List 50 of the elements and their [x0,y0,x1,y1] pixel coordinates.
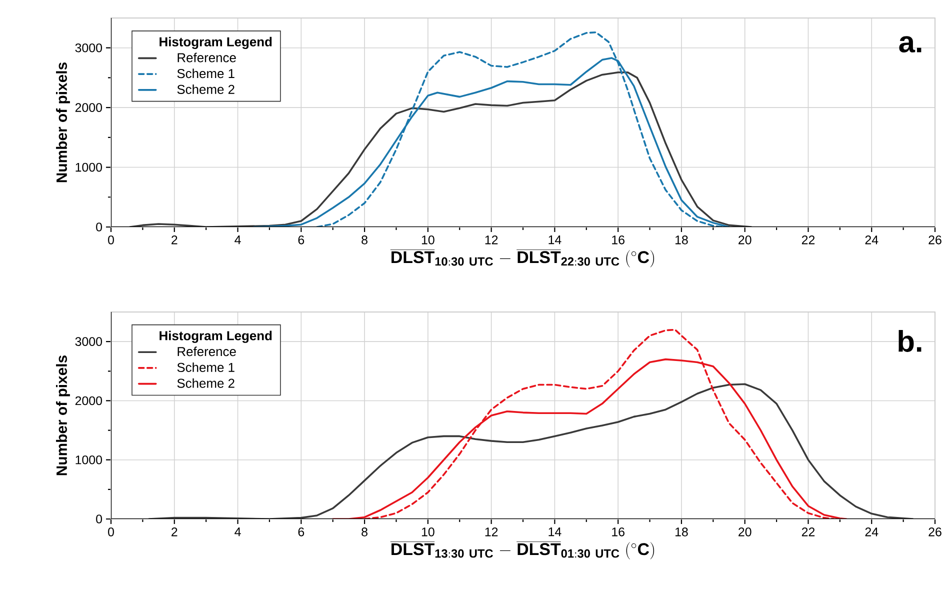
legend-label: Reference [178,346,236,356]
legend-label: Scheme 1 [177,68,234,78]
x-tick-label: 24 [865,236,878,244]
y-tick-label: 3000 [75,337,102,346]
legend-label: Scheme 2 [177,378,234,388]
x-tick-label: 18 [675,236,688,244]
x-tick-label: 16 [612,236,624,244]
annotation: b. [898,330,922,352]
x-tick-label: 0 [108,236,114,244]
y-tick-label: 0 [96,514,102,524]
x-tick-label: 22 [802,236,815,244]
x-tick-label: 18 [675,528,688,536]
x-tick-label: 14 [548,528,562,536]
x-tick-label: 16 [612,528,624,536]
x-tick-label: 2 [172,528,178,536]
y-axis-title: Number of pixels [56,62,70,182]
y-tick-label: 1000 [76,162,102,172]
x-tick-label: 22 [802,528,815,536]
legend-label: Reference [178,52,236,62]
x-tick-label: 24 [865,528,878,536]
x-tick-label: 26 [928,236,942,244]
y-tick-label: 3000 [75,43,102,52]
x-axis-title: $\overline{\mathbf{DLST}}_{\mathbf{13{:}30\ UTC}}\ \mathbf{-}\ \overline{\mathbf{DLST}}_{\mathbf{01{:}30\ UTC}}\ \mathbf{({}^{\circ}C)}$ [390,542,654,560]
x-tick-label: 20 [738,236,752,244]
x-tick-label: 26 [928,528,942,536]
x-tick-label: 2 [172,236,178,244]
x-tick-label: 6 [298,236,304,244]
legend-label: Scheme 1 [177,362,234,372]
x-tick-label: 10 [422,528,434,536]
y-axis-title: Number of pixels [56,356,70,476]
x-axis-title: $\overline{\mathbf{DLST}}_{\mathbf{10{:}30\ UTC}}\ \mathbf{-}\ \overline{\mathbf{DLST}}_{\mathbf{22{:}30\ UTC}}\ \mathbf{({}^{\circ}C)}$ [390,250,654,268]
x-tick-label: 20 [738,528,752,536]
x-tick-label: 0 [108,528,114,536]
x-tick-label: 6 [298,528,304,536]
x-tick-label: 4 [234,528,241,536]
legend-title: Histogram Legend [160,36,272,50]
y-tick-label: 2000 [75,103,102,112]
x-tick-label: 12 [485,528,498,536]
x-tick-label: 14 [548,236,562,244]
annotation: a. [899,36,922,53]
x-tick-label: 12 [485,236,498,244]
y-tick-label: 0 [96,222,102,232]
y-tick-label: 2000 [75,396,102,406]
x-tick-label: 4 [234,236,241,244]
legend-label: Scheme 2 [177,84,234,94]
y-tick-label: 1000 [76,455,102,464]
x-tick-label: 8 [362,528,368,536]
x-tick-label: 8 [362,236,368,244]
x-tick-label: 10 [422,236,434,244]
legend-title: Histogram Legend [160,330,272,343]
